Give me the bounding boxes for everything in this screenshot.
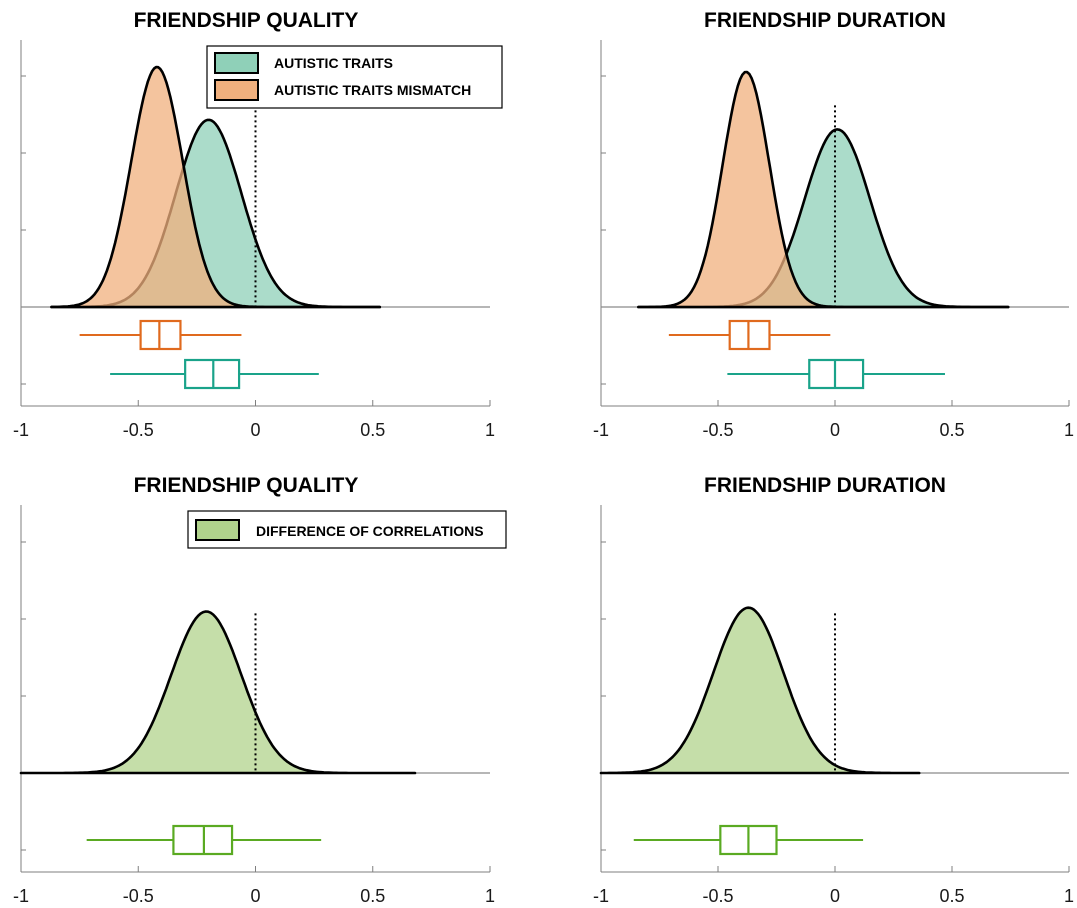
panel-1-legend: AUTISTIC TRAITS AUTISTIC TRAITS MISMATCH bbox=[206, 45, 503, 109]
box-iqr bbox=[184, 358, 241, 390]
x-tick-label: 0.5 bbox=[360, 420, 385, 440]
x-tick-label: -1 bbox=[593, 886, 609, 906]
x-tick-label: 1 bbox=[1064, 886, 1074, 906]
panel-3: FRIENDSHIP QUALITY -1 -0.5 0 0.5 1 DIFFERENC… bbox=[13, 474, 507, 906]
x-tick-label: -1 bbox=[13, 886, 29, 906]
x-tick-label: -1 bbox=[593, 420, 609, 440]
density-area bbox=[637, 70, 1010, 309]
x-tick-label: -0.5 bbox=[702, 886, 733, 906]
legend-swatch-autistic-traits bbox=[214, 52, 259, 74]
legend-label-difference-of-correlations: DIFFERENCE OF CORRELATIONS bbox=[256, 523, 484, 539]
legend-swatch-difference-of-correlations bbox=[195, 519, 240, 541]
x-tick-label: 0.5 bbox=[939, 420, 964, 440]
legend-box bbox=[187, 510, 507, 549]
x-tick-label: 0.5 bbox=[360, 886, 385, 906]
x-tick-label: -1 bbox=[13, 420, 29, 440]
x-tick-label: -0.5 bbox=[123, 420, 154, 440]
panel-1-title: FRIENDSHIP QUALITY bbox=[134, 9, 359, 32]
panel-4: FRIENDSHIP DURATION -1 -0.5 0 0.5 1 bbox=[593, 474, 1074, 906]
x-tick-label: 0 bbox=[830, 420, 840, 440]
panel-3-legend: DIFFERENCE OF CORRELATIONS bbox=[187, 510, 507, 549]
x-tick-label: -0.5 bbox=[702, 420, 733, 440]
panel-2: FRIENDSHIP DURATION -1 -0.5 0 0.5 1 bbox=[593, 9, 1074, 440]
density-area bbox=[50, 118, 382, 309]
box-iqr bbox=[172, 824, 234, 856]
x-tick-label: 1 bbox=[485, 420, 495, 440]
x-tick-label: 0.5 bbox=[939, 886, 964, 906]
legend-swatch-autistic-traits-mismatch bbox=[214, 79, 259, 101]
panel-1: FRIENDSHIP QUALITY -1 -0.5 0 0.5 1 AUTISTIC … bbox=[13, 9, 503, 440]
density-area bbox=[19, 610, 417, 775]
x-tick-label: 0 bbox=[250, 420, 260, 440]
x-tick-label: 0 bbox=[250, 886, 260, 906]
x-tick-label: 1 bbox=[1064, 420, 1074, 440]
density-area bbox=[50, 65, 382, 309]
box-iqr bbox=[808, 358, 865, 390]
density-area bbox=[637, 128, 1010, 309]
density-area bbox=[599, 606, 921, 775]
x-tick-label: 0 bbox=[830, 886, 840, 906]
panel-3-title: FRIENDSHIP QUALITY bbox=[134, 474, 359, 497]
panel-2-title: FRIENDSHIP DURATION bbox=[704, 9, 946, 32]
legend-label-autistic-traits-mismatch: AUTISTIC TRAITS MISMATCH bbox=[274, 82, 471, 98]
box-iqr bbox=[728, 319, 771, 351]
x-tick-label: -0.5 bbox=[123, 886, 154, 906]
legend-label-autistic-traits: AUTISTIC TRAITS bbox=[274, 55, 393, 71]
box-iqr bbox=[139, 319, 182, 351]
panel-4-title: FRIENDSHIP DURATION bbox=[704, 474, 946, 497]
x-tick-label: 1 bbox=[485, 886, 495, 906]
